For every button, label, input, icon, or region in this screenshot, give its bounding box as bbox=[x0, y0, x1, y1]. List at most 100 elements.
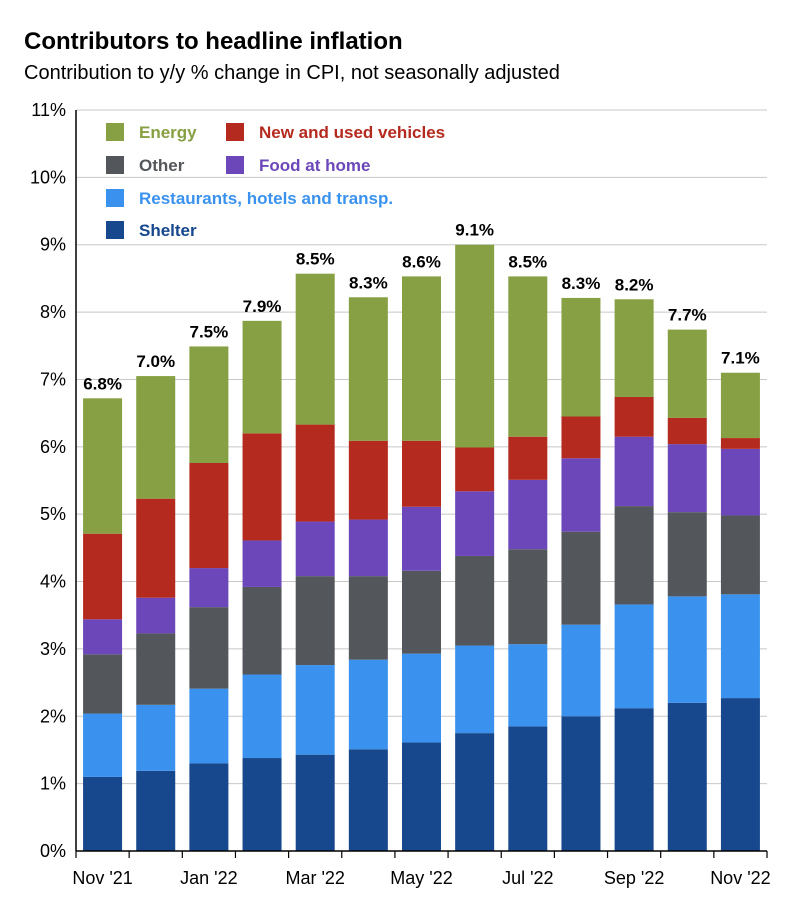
total-label: 8.3% bbox=[349, 273, 388, 292]
bar-segment bbox=[189, 763, 229, 851]
bar-segment bbox=[295, 273, 335, 425]
bar-segment bbox=[242, 320, 282, 434]
total-label: 7.1% bbox=[721, 349, 760, 368]
x-tick-label: Sep '22 bbox=[604, 868, 665, 888]
bar-segment bbox=[508, 479, 548, 550]
legend-swatch bbox=[226, 123, 244, 141]
legend: Energy New and used vehicles Other Food at … bbox=[106, 123, 445, 240]
bar-segment bbox=[189, 607, 229, 689]
bar-segment bbox=[508, 436, 548, 480]
bar-segment bbox=[667, 596, 707, 703]
bar-segment bbox=[720, 372, 760, 439]
bar-segment bbox=[667, 417, 707, 445]
bar-segment bbox=[295, 576, 335, 666]
bar-segment bbox=[508, 549, 548, 645]
bar-segment bbox=[561, 531, 601, 625]
bars bbox=[83, 244, 760, 851]
bar-segment bbox=[720, 515, 760, 595]
bar-segment bbox=[348, 297, 388, 441]
bar-segment bbox=[83, 713, 123, 777]
bar-segment bbox=[348, 519, 388, 577]
bar-segment bbox=[83, 619, 123, 655]
y-tick-label: 10% bbox=[30, 167, 66, 187]
x-tick-label: Jan '22 bbox=[180, 868, 237, 888]
bar-segment bbox=[508, 276, 548, 437]
bar-segment bbox=[455, 244, 495, 448]
legend-swatch bbox=[106, 189, 124, 207]
y-tick-label: 0% bbox=[40, 841, 66, 861]
bar-segment bbox=[402, 653, 441, 743]
y-tick-label: 6% bbox=[40, 437, 66, 457]
bar-segment bbox=[242, 433, 282, 541]
bar-segment bbox=[508, 644, 548, 727]
total-label: 7.0% bbox=[136, 352, 175, 371]
bar-segment bbox=[455, 491, 495, 556]
total-label: 9.1% bbox=[455, 221, 494, 240]
y-tick-labels: 0% 1% 2% 3% 4% 5% 6% 7% 8% 9% 10% 11% bbox=[30, 100, 66, 861]
bar-segment bbox=[189, 568, 229, 608]
bar-segment bbox=[402, 742, 441, 851]
bar-segment bbox=[83, 776, 123, 851]
bar-segment bbox=[83, 654, 123, 714]
total-label: 7.9% bbox=[243, 297, 282, 316]
x-tick-label: Jul '22 bbox=[502, 868, 553, 888]
y-tick-label: 9% bbox=[40, 235, 66, 255]
legend-label: Restaurants, hotels and transp. bbox=[139, 189, 393, 208]
bar-segment bbox=[348, 576, 388, 660]
bar-segment bbox=[614, 506, 654, 605]
legend-label: Food at home bbox=[259, 156, 370, 175]
bar-segment bbox=[561, 297, 601, 417]
total-label: 8.3% bbox=[562, 274, 601, 293]
bar-segment bbox=[720, 438, 760, 449]
total-labels: 6.8% 7.0% 7.5% 7.9% 8.5% 8.3% 8.6% 9.1% 8.5% 8.3%… bbox=[83, 221, 760, 394]
bar-segment bbox=[295, 521, 335, 577]
bar-segment bbox=[614, 604, 654, 709]
x-tick-label: Mar '22 bbox=[285, 868, 344, 888]
bar-segment bbox=[136, 633, 176, 705]
total-label: 8.6% bbox=[402, 252, 441, 271]
bar-segment bbox=[348, 440, 388, 520]
bar-segment bbox=[561, 624, 601, 717]
legend-label: Other bbox=[139, 156, 185, 175]
total-label: 7.7% bbox=[668, 306, 707, 325]
bar-segment bbox=[295, 665, 335, 755]
bar-segment bbox=[614, 396, 654, 437]
bar-segment bbox=[136, 597, 176, 634]
bar-segment bbox=[402, 570, 441, 654]
bar-segment bbox=[402, 276, 441, 441]
y-tick-label: 7% bbox=[40, 369, 66, 389]
legend-label: Energy bbox=[139, 123, 197, 142]
x-tick-label: Nov '21 bbox=[72, 868, 132, 888]
bar-segment bbox=[561, 716, 601, 851]
bar-segment bbox=[295, 754, 335, 851]
bar-segment bbox=[189, 462, 229, 569]
bar-segment bbox=[242, 674, 282, 759]
bar-segment bbox=[242, 758, 282, 851]
bar-segment bbox=[667, 702, 707, 851]
y-tick-label: 5% bbox=[40, 504, 66, 524]
bar-segment bbox=[720, 698, 760, 851]
bar-segment bbox=[189, 346, 229, 463]
bar-segment bbox=[136, 770, 176, 851]
bar-segment bbox=[455, 645, 495, 734]
axes bbox=[75, 110, 768, 858]
bar-segment bbox=[667, 444, 707, 513]
total-label: 8.5% bbox=[296, 250, 335, 269]
bar-segment bbox=[83, 533, 123, 620]
bar-segment bbox=[508, 726, 548, 851]
legend-label: Shelter bbox=[139, 221, 197, 240]
total-label: 6.8% bbox=[83, 374, 122, 393]
bar-segment bbox=[348, 659, 388, 750]
total-label: 8.5% bbox=[508, 252, 547, 271]
bar-segment bbox=[455, 447, 495, 492]
y-tick-label: 2% bbox=[40, 706, 66, 726]
bar-segment bbox=[189, 688, 229, 764]
bar-segment bbox=[136, 704, 176, 771]
bar-segment bbox=[614, 299, 654, 397]
total-label: 8.2% bbox=[615, 275, 654, 294]
total-label: 7.5% bbox=[190, 322, 229, 341]
bar-segment bbox=[561, 458, 601, 532]
x-tick-labels: Nov '21 Jan '22 Mar '22 May '22 Jul '22 Sep '… bbox=[72, 868, 770, 888]
bar-segment bbox=[295, 424, 335, 522]
bar-segment bbox=[402, 440, 441, 507]
